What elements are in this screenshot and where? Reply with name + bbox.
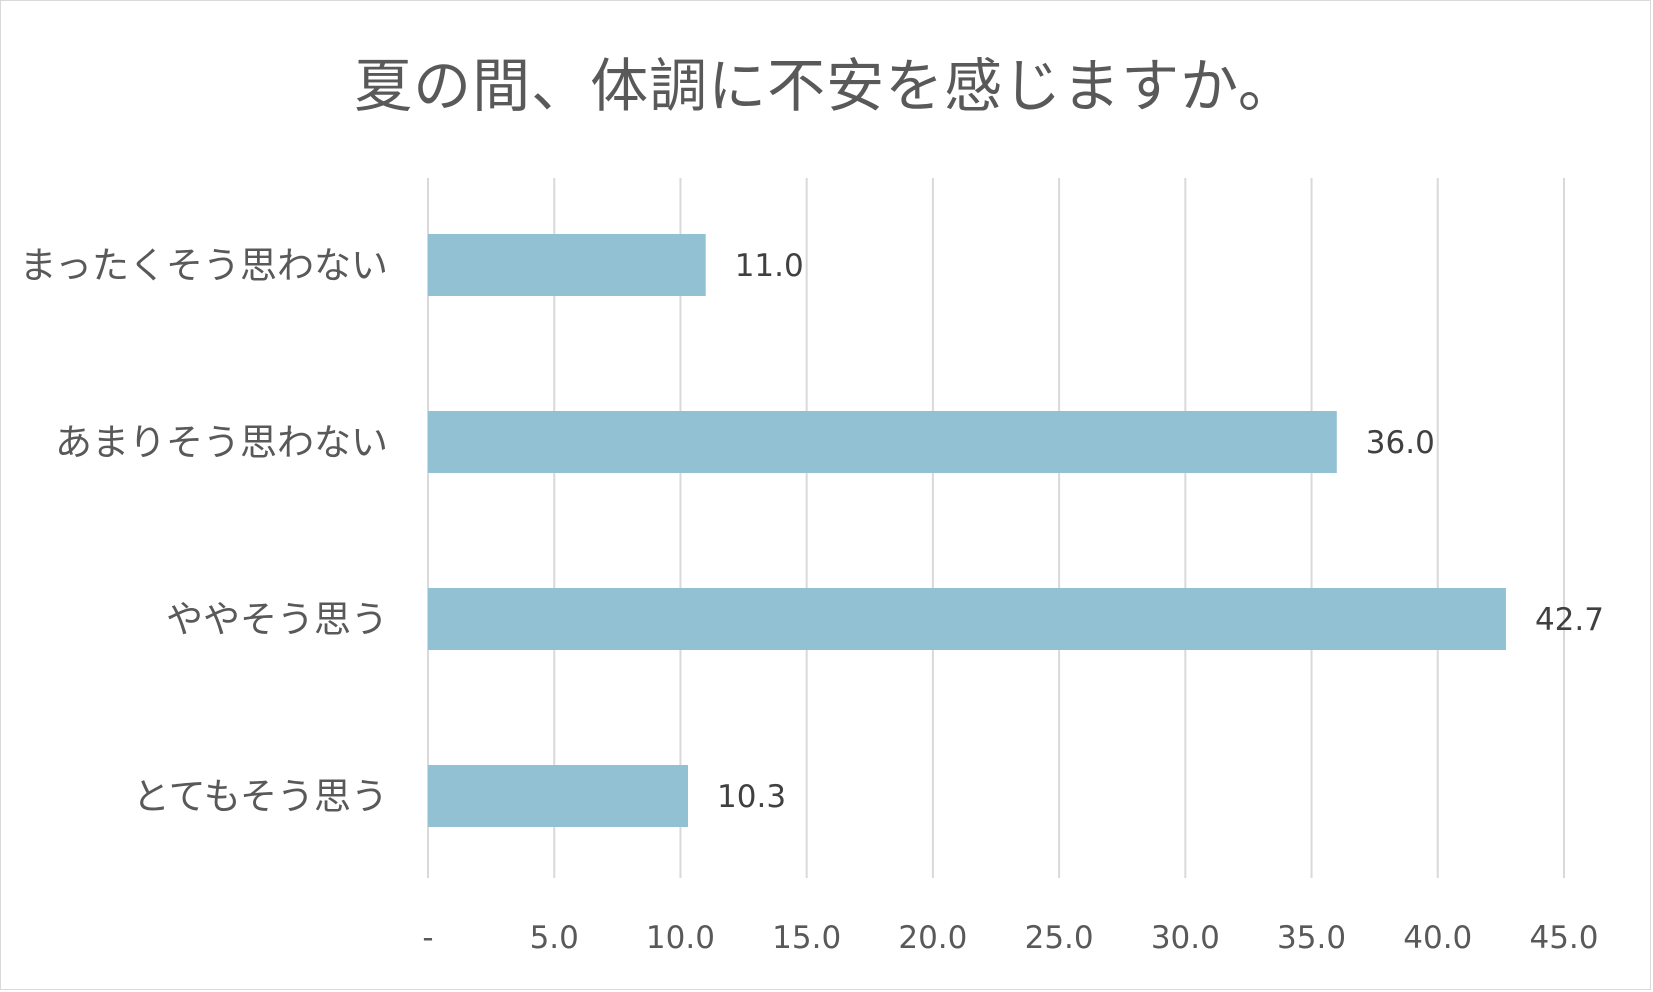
data-label: 36.0 (1366, 425, 1435, 461)
x-tick-label: 45.0 (1529, 920, 1598, 956)
x-tick-label: 10.0 (646, 920, 715, 956)
bar (428, 588, 1506, 650)
bar (428, 765, 689, 827)
x-tick-label: 30.0 (1151, 920, 1220, 956)
category-label: ややそう思う (166, 598, 388, 641)
category-label: とてもそう思う (133, 775, 388, 818)
x-tick-label: 20.0 (898, 920, 967, 956)
data-label: 10.3 (717, 779, 786, 815)
data-label: 11.0 (735, 248, 804, 284)
x-tick-label: - (422, 920, 433, 956)
x-tick-label: 40.0 (1403, 920, 1472, 956)
x-tick-label: 35.0 (1277, 920, 1346, 956)
chart-title: 夏の間、体調に不安を感じますか。 (354, 52, 1297, 120)
x-tick-label: 5.0 (530, 920, 579, 956)
bar (428, 411, 1337, 473)
category-label: まったくそう思わない (19, 244, 388, 287)
x-tick-label: 25.0 (1025, 920, 1094, 956)
bar (428, 234, 706, 296)
category-label: あまりそう思わない (55, 421, 388, 464)
data-label: 42.7 (1535, 602, 1604, 638)
x-tick-label: 15.0 (772, 920, 841, 956)
